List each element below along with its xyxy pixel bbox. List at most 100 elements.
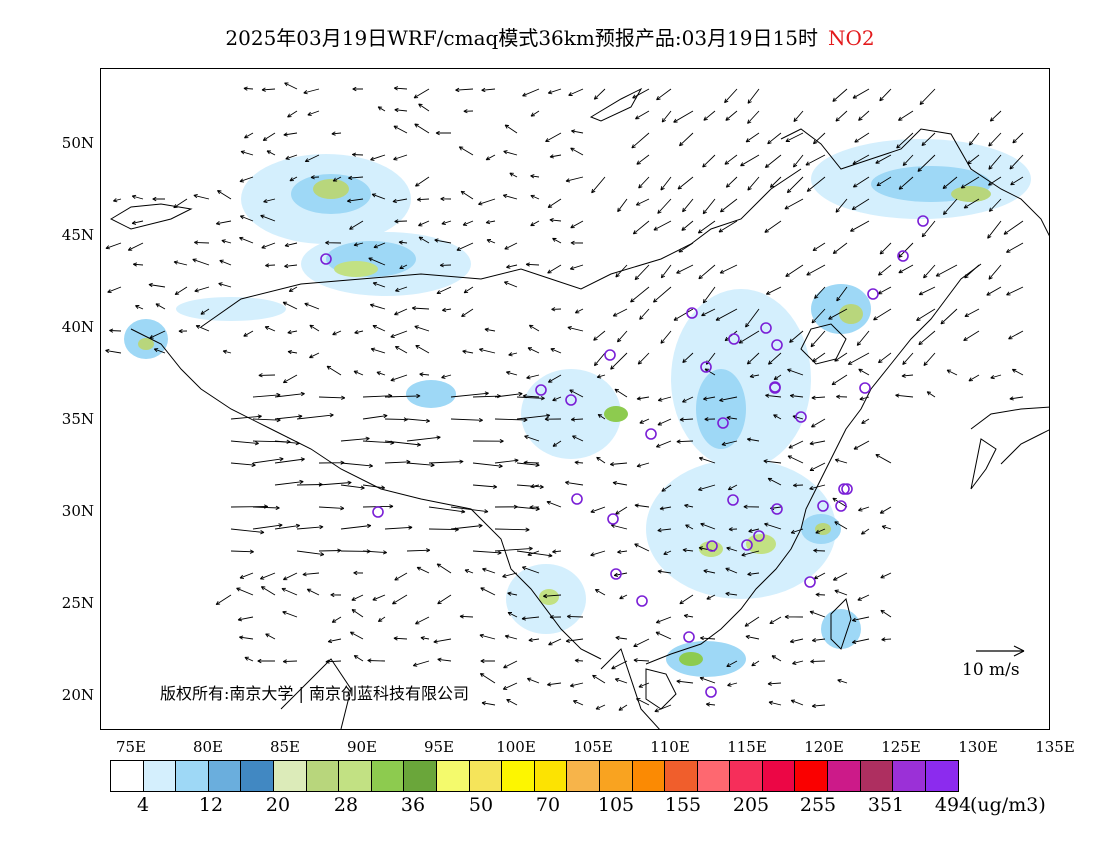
wind-arrow [926, 391, 936, 398]
wind-arrow [834, 589, 848, 596]
wind-arrow [615, 506, 628, 515]
wind-arrow [591, 176, 606, 194]
city-marker [795, 411, 807, 423]
wind-arrow [450, 391, 489, 398]
wind-arrow [726, 546, 738, 552]
wind-arrow [472, 438, 504, 444]
wind-arrow [656, 88, 672, 101]
map-panel[interactable] [100, 68, 1050, 730]
legend-label: 28 [333, 794, 359, 816]
wind-arrow [660, 330, 672, 344]
lon-label: 95E [423, 738, 455, 756]
wind-arrow [384, 440, 422, 447]
wind-arrow [522, 393, 540, 399]
wind-arrow [705, 702, 716, 707]
wind-arrow [569, 389, 584, 398]
wind-arrow [718, 220, 738, 233]
wind-arrow [153, 348, 166, 354]
wind-arrow [851, 616, 870, 622]
wind-arrow [284, 82, 298, 90]
wind-arrow [230, 462, 256, 468]
wind-arrow [442, 307, 452, 313]
wind-arrow [394, 107, 408, 113]
wind-arrow [450, 506, 489, 514]
wind-arrow [595, 704, 606, 710]
legend-label: 494 [934, 794, 972, 816]
city-marker [686, 307, 698, 319]
wind-arrow [372, 324, 386, 332]
wind-arrow [287, 349, 298, 355]
wind-arrow [617, 198, 628, 213]
wind-arrow [570, 417, 584, 422]
wind-arrow [461, 308, 474, 318]
wind-arrow [306, 588, 320, 596]
wind-arrow [619, 594, 628, 600]
wind-arrow [877, 286, 892, 295]
wind-arrow [921, 132, 936, 147]
wind-arrow [392, 198, 408, 204]
wind-arrow [105, 242, 122, 250]
concentration-patch [699, 541, 723, 557]
wind-arrow [340, 523, 372, 530]
wind-arrow [565, 638, 584, 643]
wind-arrow [702, 286, 716, 304]
wind-arrow [618, 704, 628, 711]
city-marker [753, 530, 765, 542]
wind-arrow [964, 264, 980, 279]
wind-arrow [898, 264, 914, 274]
wind-arrow [726, 660, 738, 668]
wind-arrow [854, 132, 870, 143]
legend-label: 50 [468, 794, 494, 816]
wind-arrow [614, 388, 628, 398]
legend-label: 12 [198, 794, 224, 816]
wind-arrow [353, 242, 364, 247]
wind-arrow [773, 414, 782, 420]
wind-arrow [637, 352, 650, 365]
legend-swatch [241, 761, 274, 791]
legend-swatch [762, 761, 796, 791]
wind-arrow [544, 416, 562, 422]
wind-arrow [521, 566, 540, 574]
wind-arrow [745, 132, 760, 143]
wind-arrow [989, 110, 1002, 122]
wind-arrow [340, 484, 365, 490]
wind-arrow [239, 572, 254, 579]
wind-arrow [406, 418, 431, 423]
wind-arrow [413, 88, 430, 99]
wind-arrow [377, 616, 386, 623]
concentration-patch [679, 652, 703, 666]
wind-arrow [565, 480, 584, 486]
wind-arrow [917, 154, 936, 172]
wind-arrow [596, 374, 606, 379]
wind-arrow [768, 700, 782, 706]
wind-arrow [230, 528, 265, 535]
wind-arrow [923, 264, 936, 279]
legend-swatch [404, 761, 437, 791]
wind-arrow [372, 281, 386, 288]
wind-arrow [193, 240, 210, 245]
legend-swatch [730, 761, 763, 791]
wind-arrow [284, 242, 298, 248]
wind-arrow [376, 371, 386, 376]
wind-arrow [257, 658, 275, 664]
wind-arrow [792, 154, 804, 168]
wind-arrow [458, 146, 474, 156]
wind-arrow [724, 154, 738, 165]
wind-arrow [880, 609, 892, 618]
wind-arrow [566, 614, 584, 619]
concentration-patch [646, 459, 836, 599]
wind-arrow [745, 634, 760, 640]
legend-swatch [469, 761, 503, 791]
wind-arrow [569, 682, 584, 688]
wind-arrow [610, 352, 628, 370]
lat-label: 40N [61, 318, 94, 336]
wind-arrow [880, 572, 892, 579]
wind-arrow [852, 176, 870, 188]
wind-arrow [394, 345, 408, 354]
legend-swatch [860, 761, 894, 791]
wind-arrow [660, 264, 672, 279]
wind-arrow [815, 592, 826, 597]
wind-arrow [174, 286, 188, 296]
wind-arrow [486, 239, 496, 244]
wind-arrow [521, 616, 540, 621]
